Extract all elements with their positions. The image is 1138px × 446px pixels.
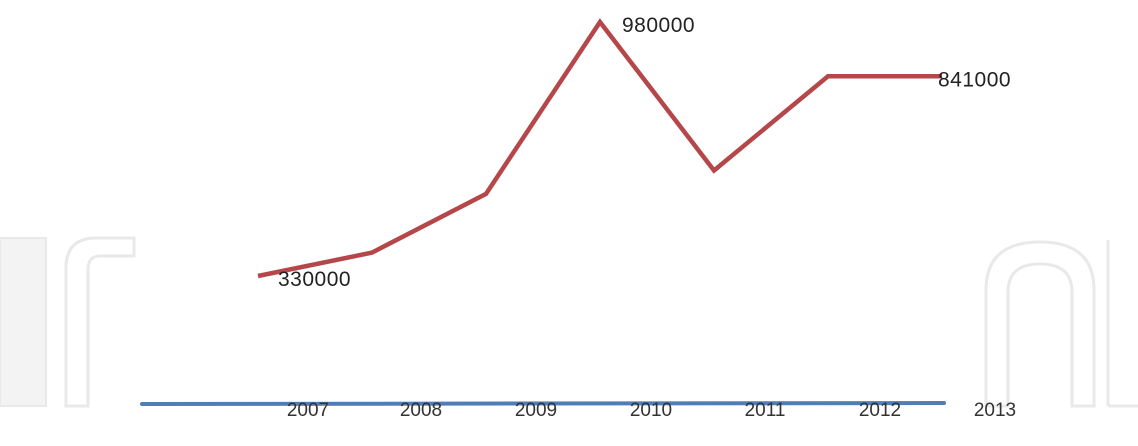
series-line <box>257 18 942 279</box>
x-tick-label-2011: 2011 <box>745 400 786 421</box>
data-label-980000: 980000 <box>622 14 695 37</box>
data-labels: 330000 980000 841000 <box>278 14 1011 291</box>
x-tick-label-2013: 2013 <box>974 400 1016 421</box>
x-tick-label-2008: 2008 <box>400 400 442 421</box>
x-tick-label-2010: 2010 <box>630 400 672 421</box>
data-label-330000: 330000 <box>278 268 351 291</box>
x-tick-label-2009: 2009 <box>515 400 557 421</box>
watermark <box>0 236 1138 408</box>
data-label-841000: 841000 <box>938 68 1011 91</box>
x-tick-label-2012: 2012 <box>859 400 901 421</box>
x-axis-ticks: 2007 2008 2009 2010 2011 2012 2013 <box>287 400 1016 421</box>
x-tick-label-2007: 2007 <box>287 400 329 421</box>
x-axis-baseline <box>140 401 946 406</box>
